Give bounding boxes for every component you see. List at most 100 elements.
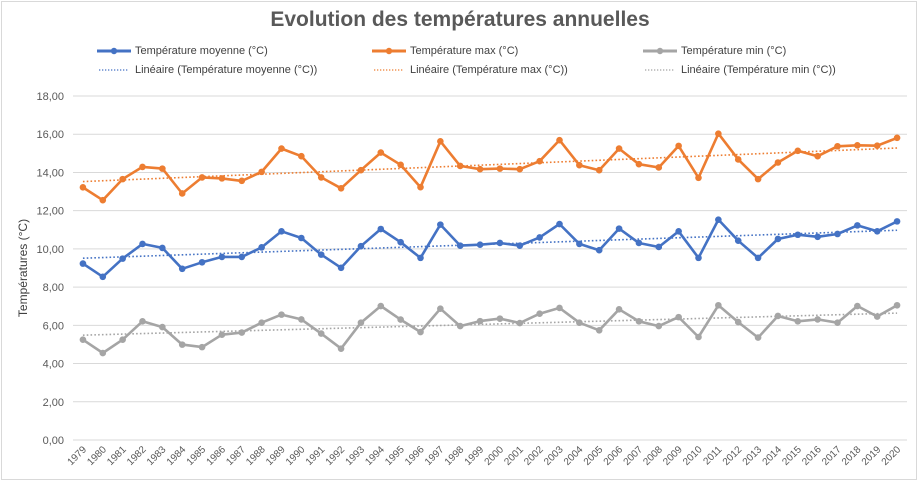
data-point[interactable]	[814, 316, 821, 323]
data-point[interactable]	[595, 166, 603, 174]
legend-item-min[interactable]: Température min (°C)	[643, 44, 786, 58]
data-point[interactable]	[417, 183, 424, 191]
data-point[interactable]	[854, 142, 861, 149]
data-point[interactable]	[635, 239, 643, 247]
data-point[interactable]	[178, 341, 186, 348]
data-point[interactable]	[159, 323, 166, 331]
data-point[interactable]	[377, 302, 385, 310]
data-point[interactable]	[814, 233, 821, 241]
data-point[interactable]	[615, 225, 623, 232]
data-point[interactable]	[556, 220, 563, 228]
data-point[interactable]	[675, 142, 682, 150]
data-point[interactable]	[238, 177, 246, 185]
data-point[interactable]	[337, 264, 345, 272]
data-point[interactable]	[317, 174, 325, 181]
data-point[interactable]	[298, 316, 305, 323]
data-point[interactable]	[854, 302, 861, 310]
data-point[interactable]	[655, 164, 663, 171]
data-point[interactable]	[357, 166, 365, 174]
data-point[interactable]	[675, 313, 682, 321]
legend-item-max[interactable]: Température max (°C)	[372, 44, 518, 58]
data-point[interactable]	[258, 319, 265, 326]
data-point[interactable]	[258, 168, 265, 176]
data-point[interactable]	[576, 240, 583, 248]
data-point[interactable]	[79, 184, 87, 191]
data-point[interactable]	[377, 149, 385, 156]
data-point[interactable]	[496, 165, 504, 172]
data-point[interactable]	[794, 231, 802, 239]
data-point[interactable]	[496, 315, 504, 322]
data-point[interactable]	[536, 157, 543, 165]
data-point[interactable]	[119, 336, 126, 343]
data-point[interactable]	[854, 222, 861, 229]
data-point[interactable]	[536, 310, 543, 317]
data-point[interactable]	[99, 349, 107, 357]
data-point[interactable]	[278, 228, 285, 235]
data-point[interactable]	[99, 196, 107, 204]
legend-item-trend-min[interactable]: Linéaire (Température min (°C))	[643, 63, 836, 77]
data-point[interactable]	[119, 255, 126, 262]
data-point[interactable]	[139, 163, 146, 171]
data-point[interactable]	[774, 235, 782, 243]
data-point[interactable]	[516, 319, 524, 327]
data-point[interactable]	[317, 330, 325, 337]
data-point[interactable]	[198, 258, 206, 266]
data-point[interactable]	[218, 175, 226, 182]
data-point[interactable]	[516, 165, 524, 173]
data-point[interactable]	[437, 221, 444, 228]
data-point[interactable]	[278, 145, 285, 152]
data-point[interactable]	[635, 318, 643, 325]
data-point[interactable]	[496, 239, 504, 247]
data-point[interactable]	[576, 161, 583, 169]
data-point[interactable]	[734, 156, 742, 163]
data-point[interactable]	[357, 242, 365, 250]
data-point[interactable]	[79, 260, 87, 267]
data-point[interactable]	[119, 175, 126, 183]
data-point[interactable]	[734, 237, 742, 244]
data-point[interactable]	[893, 301, 901, 309]
data-point[interactable]	[139, 318, 146, 325]
data-point[interactable]	[397, 238, 404, 246]
data-point[interactable]	[238, 253, 246, 261]
data-point[interactable]	[417, 254, 424, 262]
data-point[interactable]	[834, 319, 841, 326]
data-point[interactable]	[476, 317, 484, 325]
data-point[interactable]	[715, 216, 722, 223]
data-point[interactable]	[754, 254, 762, 262]
legend-item-trend-max[interactable]: Linéaire (Température max (°C))	[372, 63, 568, 77]
data-point[interactable]	[615, 145, 623, 152]
data-point[interactable]	[238, 329, 246, 336]
data-point[interactable]	[655, 322, 663, 330]
data-point[interactable]	[695, 174, 702, 182]
data-point[interactable]	[715, 130, 722, 137]
data-point[interactable]	[397, 316, 404, 323]
data-point[interactable]	[893, 218, 901, 225]
data-point[interactable]	[635, 160, 643, 168]
data-point[interactable]	[456, 242, 464, 249]
data-point[interactable]	[556, 304, 563, 312]
data-point[interactable]	[873, 142, 881, 149]
data-point[interactable]	[258, 244, 265, 251]
data-point[interactable]	[437, 137, 444, 145]
data-point[interactable]	[715, 301, 722, 309]
data-point[interactable]	[675, 228, 682, 235]
data-point[interactable]	[397, 161, 404, 169]
data-point[interactable]	[655, 243, 663, 251]
data-point[interactable]	[774, 159, 782, 166]
data-point[interactable]	[595, 246, 603, 254]
data-point[interactable]	[556, 136, 563, 144]
data-point[interactable]	[734, 318, 742, 326]
data-point[interactable]	[357, 319, 365, 326]
data-point[interactable]	[516, 242, 524, 249]
data-point[interactable]	[476, 165, 484, 173]
data-point[interactable]	[576, 319, 583, 326]
data-point[interactable]	[615, 305, 623, 313]
data-point[interactable]	[695, 254, 702, 262]
data-point[interactable]	[794, 318, 802, 325]
legend-item-trend-moyenne[interactable]: Linéaire (Température moyenne (°C))	[97, 63, 317, 77]
data-point[interactable]	[536, 234, 543, 241]
data-point[interactable]	[317, 251, 325, 258]
data-point[interactable]	[218, 253, 226, 261]
data-point[interactable]	[417, 328, 424, 336]
data-point[interactable]	[178, 265, 186, 273]
